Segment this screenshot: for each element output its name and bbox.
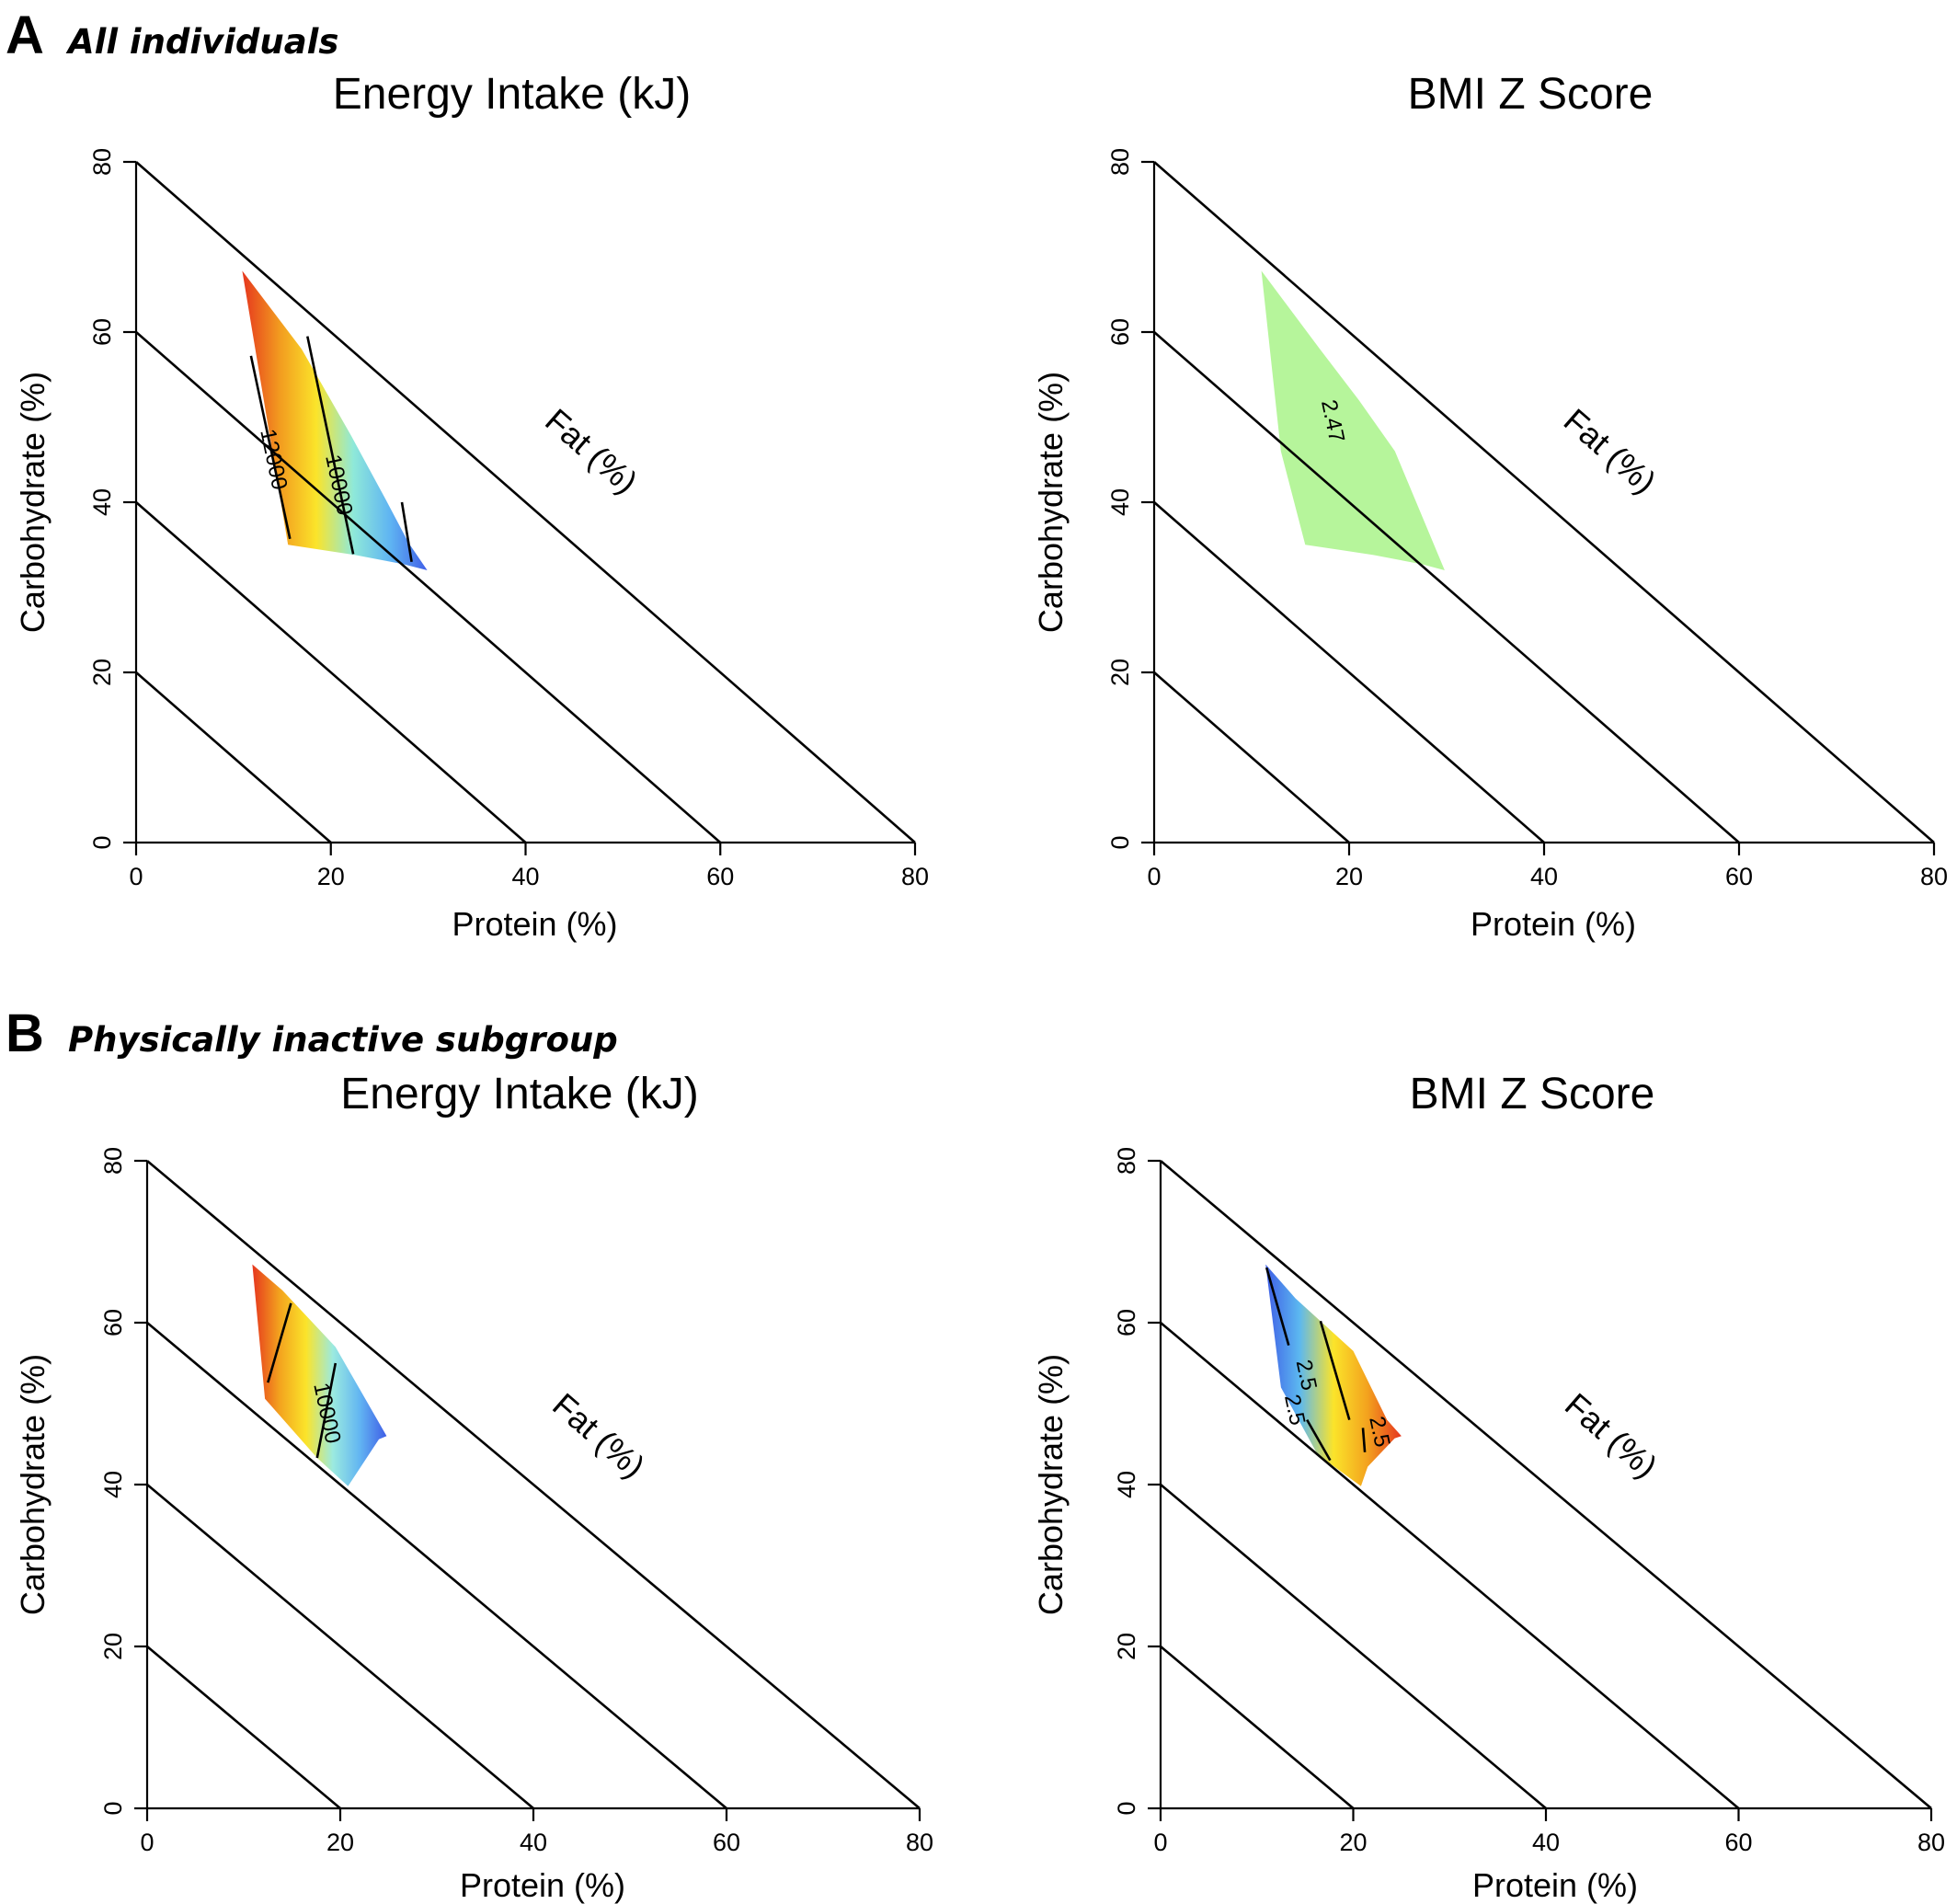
x-tick-label: 80 bbox=[1920, 863, 1948, 890]
contour-line bbox=[306, 336, 355, 555]
plot-title: BMI Z Score bbox=[1408, 70, 1654, 119]
x-tick-label: 60 bbox=[706, 863, 734, 890]
contour-line bbox=[1265, 1267, 1290, 1346]
panel-caption-a: All individuals bbox=[65, 22, 338, 62]
x-tick-label: 0 bbox=[129, 863, 143, 890]
isoline-20 bbox=[1153, 671, 1350, 843]
panel-letter-a: A bbox=[6, 6, 44, 65]
response-surface bbox=[242, 270, 428, 570]
isoline-60 bbox=[135, 331, 722, 843]
x-tick-label: 60 bbox=[1725, 863, 1753, 890]
y-tick-label: 40 bbox=[1106, 488, 1134, 516]
y-tick-label: 0 bbox=[88, 835, 116, 849]
x-tick-label: 0 bbox=[1153, 1829, 1167, 1856]
x-tick-label: 20 bbox=[1339, 1829, 1367, 1856]
y-tick-label: 60 bbox=[1113, 1309, 1140, 1336]
isoline-80 bbox=[135, 161, 916, 843]
y-tick-label: 60 bbox=[1106, 318, 1134, 346]
isoline-20 bbox=[1160, 1646, 1355, 1809]
plot-title: Energy Intake (kJ) bbox=[333, 70, 691, 119]
contour-line bbox=[1306, 1418, 1332, 1462]
fat-axis-label: Fat (%) bbox=[1557, 401, 1664, 500]
isoline-40 bbox=[146, 1484, 534, 1809]
x-tick-label: 80 bbox=[906, 1829, 933, 1856]
y-axis-label: Carbohydrate (%) bbox=[1032, 1354, 1070, 1615]
y-tick-label: 40 bbox=[99, 1471, 127, 1498]
isoline-60 bbox=[1153, 331, 1740, 843]
contour-line bbox=[1319, 1320, 1351, 1420]
contour-line bbox=[267, 1302, 292, 1383]
y-tick-label: 20 bbox=[88, 659, 116, 686]
contour-line bbox=[400, 501, 413, 563]
y-tick-label: 0 bbox=[1113, 1801, 1140, 1815]
x-tick-label: 20 bbox=[1335, 863, 1363, 890]
x-axis-label: Protein (%) bbox=[460, 1866, 625, 1904]
x-axis-label: Protein (%) bbox=[1472, 1866, 1638, 1904]
x-tick-label: 40 bbox=[1530, 863, 1558, 890]
x-tick-label: 40 bbox=[520, 1829, 547, 1856]
isoline-60 bbox=[1160, 1322, 1740, 1809]
x-tick-label: 80 bbox=[901, 863, 929, 890]
x-tick-label: 60 bbox=[1724, 1829, 1752, 1856]
y-tick-label: 20 bbox=[1106, 659, 1134, 686]
plot-title: BMI Z Score bbox=[1410, 1070, 1655, 1118]
y-tick-label: 0 bbox=[1106, 835, 1134, 849]
contour-label: 2.5 bbox=[1279, 1393, 1310, 1428]
y-tick-label: 80 bbox=[1106, 148, 1134, 176]
y-axis-label: Carbohydrate (%) bbox=[1032, 372, 1070, 633]
isoline-40 bbox=[135, 501, 527, 843]
isoline-60 bbox=[146, 1322, 727, 1809]
y-tick-label: 80 bbox=[1113, 1147, 1140, 1175]
fat-axis-label: Fat (%) bbox=[1558, 1385, 1665, 1485]
response-surface bbox=[252, 1264, 387, 1486]
isoline-80 bbox=[1153, 161, 1935, 843]
y-tick-label: 40 bbox=[1113, 1471, 1140, 1498]
y-tick-label: 80 bbox=[99, 1147, 127, 1175]
contour-line bbox=[249, 355, 292, 540]
panel-letter-b: B bbox=[6, 1004, 44, 1063]
y-tick-label: 40 bbox=[88, 488, 116, 516]
x-tick-label: 0 bbox=[140, 1829, 154, 1856]
x-axis-label: Protein (%) bbox=[1471, 905, 1636, 943]
x-tick-label: 80 bbox=[1917, 1829, 1945, 1856]
isoline-80 bbox=[1160, 1160, 1932, 1809]
y-tick-label: 0 bbox=[99, 1801, 127, 1815]
x-axis-label: Protein (%) bbox=[452, 905, 617, 943]
y-tick-label: 20 bbox=[99, 1633, 127, 1660]
y-tick-label: 60 bbox=[99, 1309, 127, 1336]
y-axis-label: Carbohydrate (%) bbox=[14, 1354, 52, 1615]
isoline-40 bbox=[1153, 501, 1545, 843]
y-tick-label: 80 bbox=[88, 148, 116, 176]
contour-line bbox=[1361, 1428, 1367, 1452]
fat-axis-label: Fat (%) bbox=[538, 401, 645, 500]
isoline-20 bbox=[146, 1646, 341, 1809]
isoline-40 bbox=[1160, 1484, 1547, 1809]
fat-axis-label: Fat (%) bbox=[545, 1385, 652, 1485]
response-surface bbox=[1265, 1264, 1402, 1486]
isoline-80 bbox=[146, 1160, 921, 1809]
x-tick-label: 0 bbox=[1147, 863, 1161, 890]
panel-caption-b: Physically inactive subgroup bbox=[68, 1020, 618, 1060]
contour-line bbox=[315, 1362, 338, 1459]
x-tick-label: 40 bbox=[511, 863, 539, 890]
x-tick-label: 60 bbox=[713, 1829, 740, 1856]
y-tick-label: 60 bbox=[88, 318, 116, 346]
x-tick-label: 40 bbox=[1532, 1829, 1560, 1856]
response-surface bbox=[1261, 270, 1445, 570]
y-axis-label: Carbohydrate (%) bbox=[14, 372, 52, 633]
isoline-20 bbox=[135, 671, 332, 843]
x-tick-label: 20 bbox=[326, 1829, 354, 1856]
plot-title: Energy Intake (kJ) bbox=[340, 1070, 698, 1118]
x-tick-label: 20 bbox=[317, 863, 345, 890]
y-tick-label: 20 bbox=[1113, 1633, 1140, 1660]
